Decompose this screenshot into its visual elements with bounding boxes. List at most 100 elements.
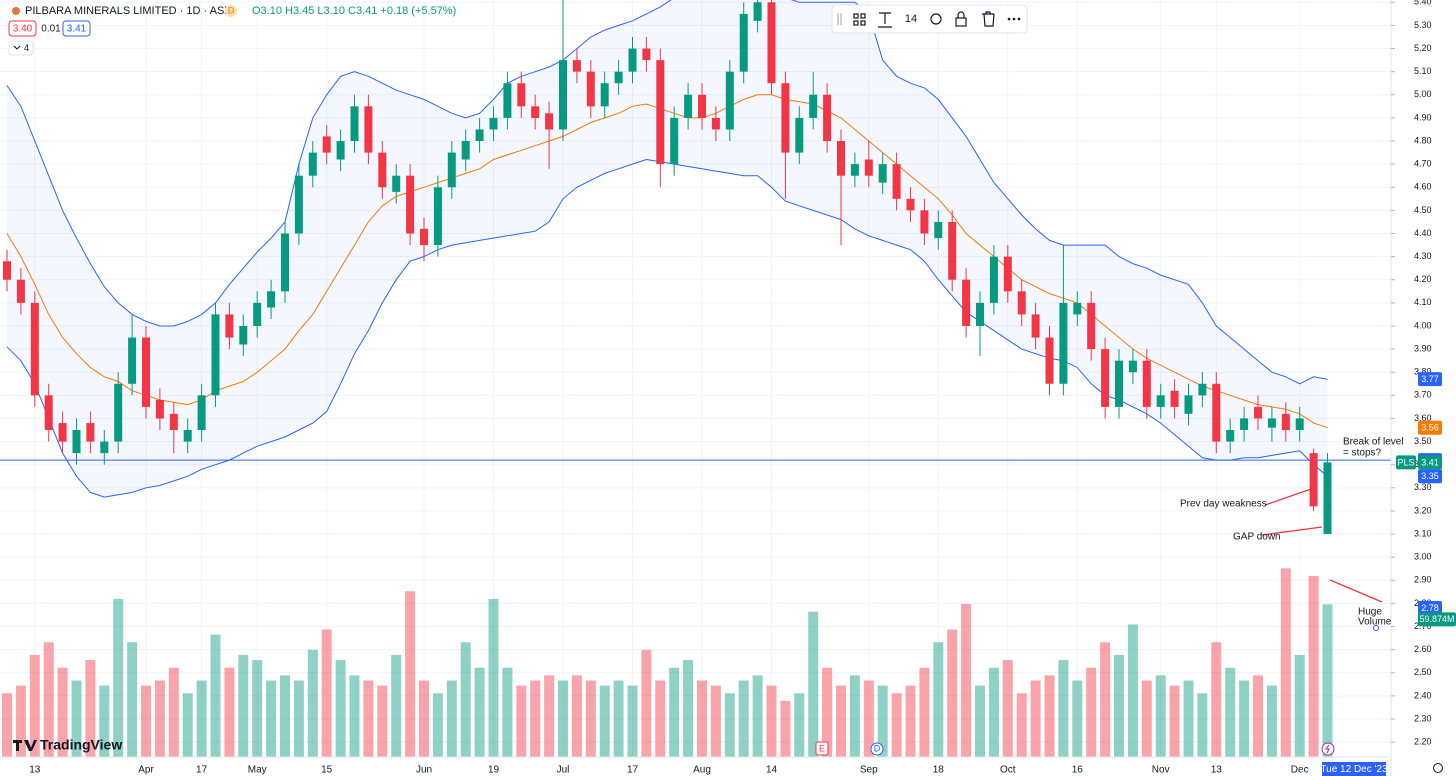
y-tick-label: 3.20 (1414, 505, 1432, 515)
volume-bar (1239, 680, 1250, 757)
candle-body (976, 302, 984, 326)
template-icon[interactable] (853, 13, 859, 19)
volume-bar (502, 667, 513, 757)
price-tag-label: 3.35 (1421, 471, 1439, 481)
volume-bar (321, 629, 332, 757)
volume-bar (405, 591, 416, 757)
annotation-lines (1261, 487, 1383, 603)
annotation[interactable]: Volume (1358, 617, 1392, 628)
volume-tag (1418, 612, 1456, 627)
candle-body (197, 395, 206, 431)
y-tick-label: 3.00 (1414, 552, 1432, 562)
anchor-dot[interactable] (1373, 625, 1379, 631)
candle-body (1170, 390, 1179, 407)
band-upper (6, 0, 1328, 385)
volume-bar (168, 667, 179, 757)
volume-bar (280, 675, 290, 757)
flag: D (228, 5, 235, 15)
volume-bar (71, 680, 82, 757)
y-tick-label: 4.60 (1414, 182, 1432, 192)
annotation[interactable]: Prev day weakness (1180, 499, 1267, 510)
x-tick-label: 19 (488, 765, 500, 776)
logo[interactable]: TradingView (40, 737, 122, 753)
bid-box[interactable] (8, 20, 37, 37)
symbol-title[interactable]: PILBARA MINERALS LIMITED · 1D · ASX (25, 5, 232, 17)
candle-body (308, 152, 317, 176)
volume-bar (419, 680, 429, 757)
volume-bar (238, 655, 249, 757)
candle-body (892, 164, 901, 199)
y-tick-label: 4.00 (1414, 320, 1432, 330)
volume-bar (585, 680, 596, 757)
volume-bar (808, 611, 819, 757)
volume-bar (266, 680, 277, 757)
x-tick-label: 13 (29, 765, 41, 776)
volume-bar (905, 685, 916, 757)
more-icon[interactable] (1007, 17, 1021, 21)
x-tick-label: May (248, 765, 267, 776)
volume-bar (1308, 575, 1319, 757)
candle-body (725, 71, 734, 130)
y-tick-label: 3.30 (1414, 482, 1432, 492)
volume-bar (766, 685, 777, 757)
candle-body (72, 430, 81, 454)
candle-body (934, 221, 943, 239)
indicators-toggle[interactable] (8, 40, 34, 56)
candle-body (1115, 360, 1123, 407)
settings-icon[interactable] (1433, 763, 1443, 773)
x-tick-label: Oct (1000, 765, 1016, 776)
font-size[interactable]: 14 (905, 13, 917, 25)
text-color-icon[interactable] (878, 12, 892, 28)
volume-bar (224, 667, 235, 757)
candle-body (1254, 406, 1262, 419)
y-tick-label: 4.40 (1414, 228, 1432, 238)
candle-body (670, 117, 679, 165)
volume-bar (1086, 667, 1097, 757)
volume-bar (1294, 655, 1305, 757)
candle-body (1267, 418, 1276, 428)
x-tick-label: 13 (1211, 765, 1223, 776)
candle-body (142, 337, 150, 407)
candle-body (155, 399, 164, 419)
candle-body (1184, 395, 1193, 414)
lock-icon[interactable] (955, 17, 967, 27)
volume-bar (613, 680, 624, 757)
volume-bar (1072, 680, 1083, 757)
volume-bar (724, 693, 735, 757)
y-tick-label: 5.40 (1414, 0, 1432, 7)
delete-icon[interactable] (982, 11, 995, 27)
ask-box[interactable] (62, 20, 91, 37)
candle-body (1309, 453, 1318, 507)
price-tag (1418, 601, 1442, 616)
band-fill (7, 0, 1328, 498)
volume-bar (1225, 667, 1236, 757)
volume-tag-label: 59.874M (1419, 614, 1454, 624)
volume-bar (1280, 568, 1291, 757)
candle-body (545, 113, 554, 130)
volume-bar (947, 629, 958, 757)
chevron (13, 45, 21, 50)
y-tick-label: 2.50 (1414, 667, 1432, 677)
dividend-marker[interactable] (870, 742, 884, 756)
settings-icon[interactable] (930, 13, 942, 25)
annotation[interactable]: Huge (1358, 607, 1382, 618)
indicators-count: 4 (24, 43, 29, 53)
volume-bar (752, 675, 763, 757)
candle-body (531, 106, 540, 118)
annotation[interactable]: GAP down (1233, 532, 1281, 543)
candle-body (253, 302, 262, 326)
candle-body (1212, 383, 1221, 442)
volume-bar (1100, 642, 1111, 757)
candle-body (823, 94, 832, 142)
drag-handle[interactable] (837, 13, 842, 25)
y-tick-label: 4.30 (1414, 251, 1432, 261)
candle-body (878, 164, 887, 183)
earnings-marker[interactable] (815, 741, 829, 756)
volume-bar (15, 685, 26, 757)
x-tick-label: 18 (933, 765, 945, 776)
annotation[interactable]: = stops? (1343, 448, 1382, 459)
x-tick-label: Sep (860, 765, 878, 776)
y-tick-label: 3.80 (1414, 367, 1432, 377)
candle-body (211, 314, 220, 396)
annotation[interactable]: Break of level (1343, 437, 1404, 448)
